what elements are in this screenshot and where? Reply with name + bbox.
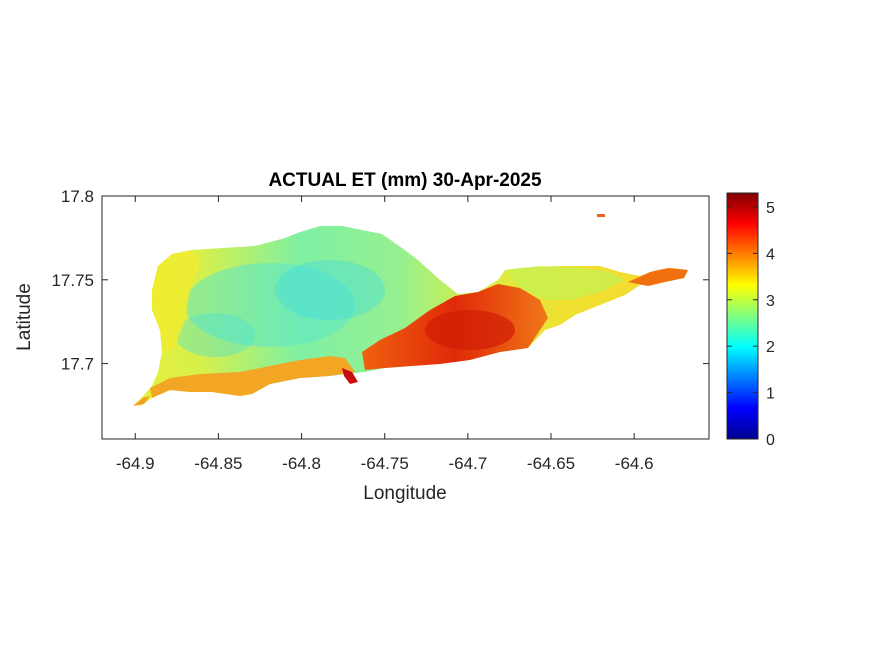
x-axis-label: Longitude: [363, 483, 446, 504]
x-tick-label: -64.8: [282, 454, 321, 473]
y-axis-ticks: 17.7 17.75 17.8: [51, 187, 709, 374]
colorbar-tick-label: 0: [766, 432, 775, 449]
y-axis-label: Latitude: [14, 283, 35, 351]
bay-hot-spot: [342, 368, 358, 384]
northeast-strip: [505, 266, 625, 300]
colorbar-tick-label: 4: [766, 246, 775, 263]
west-warm-fringe: [152, 250, 200, 355]
colorbar-gradient: [726, 192, 759, 440]
interior-cool-patch-2: [275, 260, 385, 320]
x-tick-label: -64.7: [448, 454, 487, 473]
x-tick-label: -64.65: [527, 454, 575, 473]
et-raster: [133, 214, 688, 406]
y-tick-label: 17.7: [61, 355, 94, 374]
x-tick-label: -64.9: [116, 454, 155, 473]
x-tick-label: -64.6: [615, 454, 654, 473]
colorbar: 0 1 2 3 4 5: [726, 192, 775, 449]
x-tick-label: -64.75: [361, 454, 409, 473]
x-axis-ticks: -64.9 -64.85 -64.8 -64.75 -64.7 -64.65 -64.6: [116, 196, 654, 473]
colorbar-tick-label: 1: [766, 386, 775, 403]
southwest-point: [133, 396, 150, 406]
x-tick-label: -64.85: [194, 454, 242, 473]
chart-title: ACTUAL ET (mm) 30-Apr-2025: [268, 170, 542, 191]
east-tip: [628, 268, 688, 286]
hot-core: [425, 310, 515, 350]
y-tick-label: 17.75: [51, 271, 94, 290]
islet: [597, 214, 605, 217]
interior-cool-patch-3: [175, 313, 255, 357]
colorbar-tick-label: 3: [766, 293, 775, 310]
southwest-coast-strip: [150, 356, 355, 398]
interior-cool-patch: [185, 263, 355, 347]
colorbar-tick-label: 5: [766, 200, 775, 217]
colorbar-ticks: 0 1 2 3 4 5: [727, 200, 775, 449]
y-tick-label: 17.8: [61, 187, 94, 206]
colorbar-tick-label: 2: [766, 339, 775, 356]
